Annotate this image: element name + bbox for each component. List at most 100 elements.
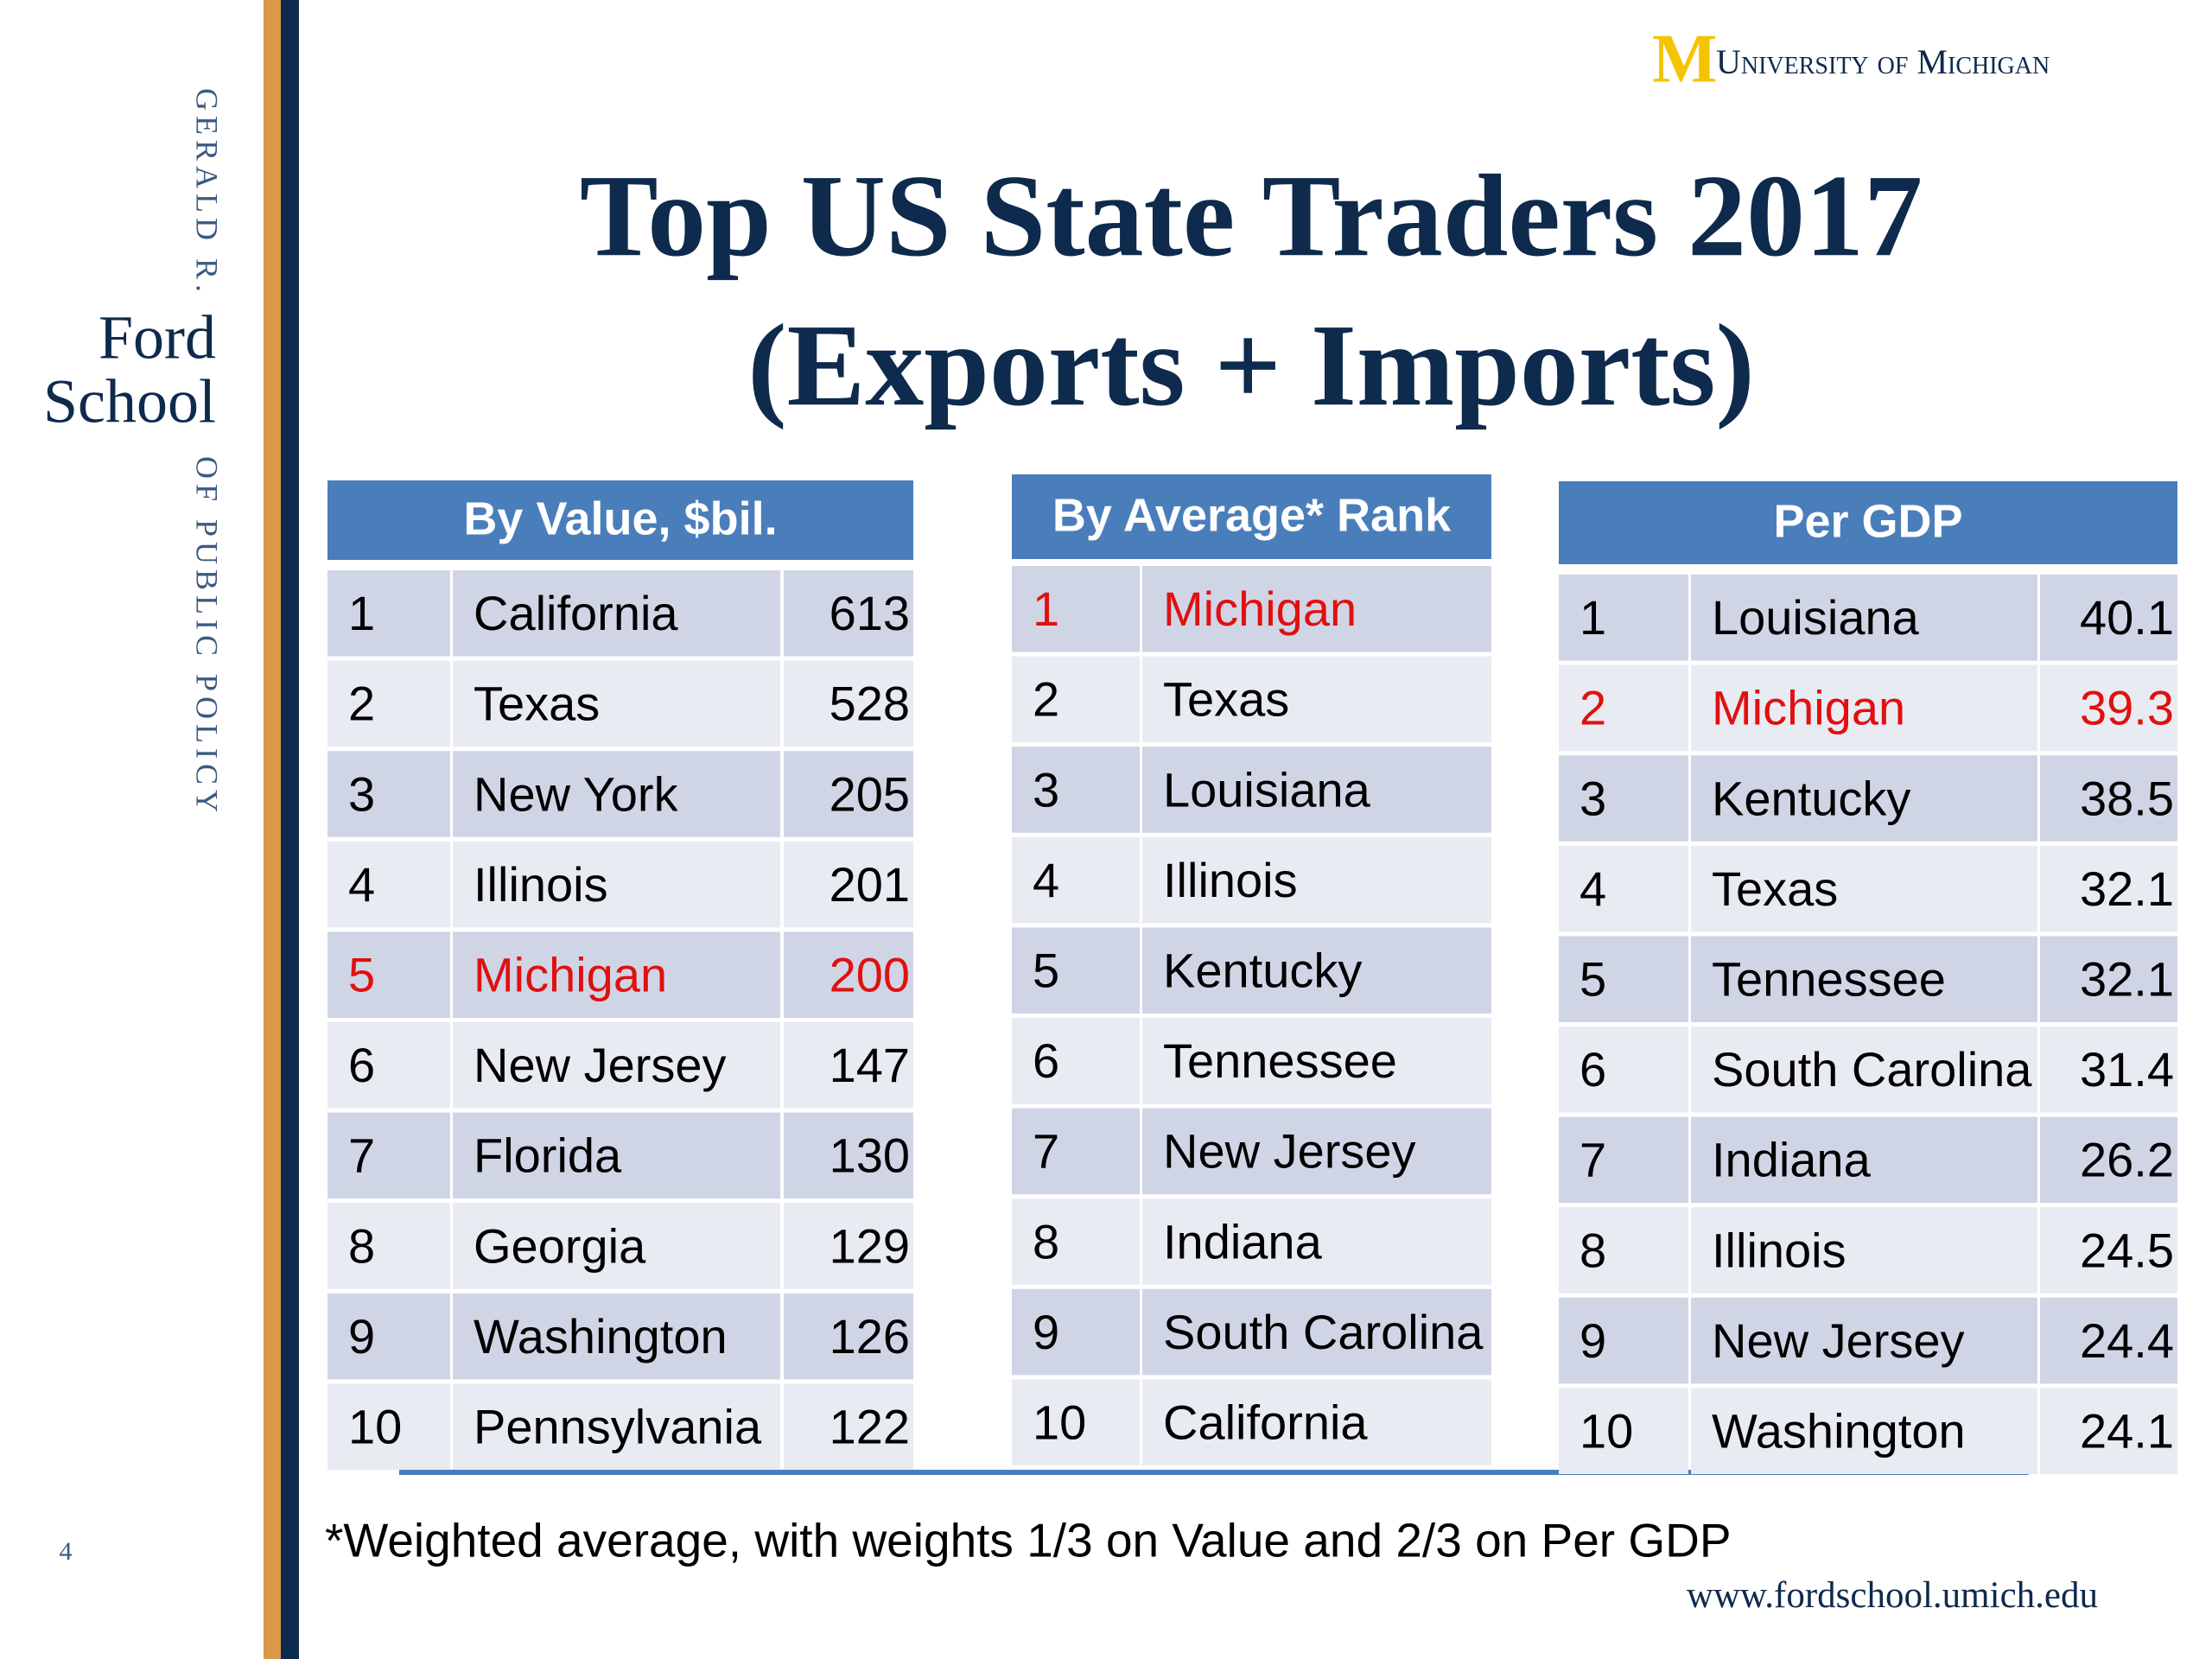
table-cell: Washington bbox=[1712, 1403, 1966, 1458]
table-cell-bg bbox=[1142, 1379, 1491, 1465]
table-cell-bg bbox=[1142, 1288, 1491, 1376]
table-cell: 8 bbox=[348, 1218, 375, 1273]
table-cell-bg bbox=[327, 1383, 450, 1470]
table-cell-bg bbox=[1559, 1388, 1688, 1474]
table-cell: Texas bbox=[1163, 672, 1289, 727]
table-cell: 528 bbox=[830, 677, 910, 731]
table-cell: 24.1 bbox=[2080, 1403, 2174, 1458]
table-cell-bg bbox=[453, 931, 780, 1018]
table-cell: 5 bbox=[1580, 951, 1606, 1006]
table-cell: Michigan bbox=[1163, 582, 1357, 636]
table-cell-bg bbox=[2040, 1207, 2177, 1294]
sidebar-top: GERALD R. bbox=[190, 88, 225, 297]
table-cell: 6 bbox=[348, 1038, 375, 1092]
table-cell: Kentucky bbox=[1163, 943, 1362, 997]
table-cell: Illinois bbox=[1163, 853, 1298, 907]
table-cell: 5 bbox=[1033, 943, 1059, 997]
table-cell: 5 bbox=[348, 947, 375, 1001]
table-cell-bg bbox=[1559, 1297, 1688, 1384]
table-cell-bg bbox=[784, 1112, 913, 1199]
table-cell-bg bbox=[1142, 566, 1491, 652]
table-cell: 130 bbox=[830, 1128, 910, 1183]
table-cell-bg bbox=[1012, 927, 1140, 1014]
table-cell: 9 bbox=[348, 1309, 375, 1363]
table-cell-bg bbox=[1559, 1027, 1688, 1113]
table-cell-bg bbox=[1559, 575, 1688, 661]
table-cell-bg bbox=[1012, 656, 1140, 743]
table-cell-bg bbox=[1691, 845, 2037, 932]
table-cell: Georgia bbox=[474, 1218, 646, 1273]
table-cell-bg bbox=[2040, 845, 2177, 932]
table-header-bg bbox=[1559, 481, 2177, 564]
table-cell-bg bbox=[1142, 1198, 1491, 1285]
table-cell-bg bbox=[327, 931, 450, 1018]
table-header: By Average* Rank bbox=[1052, 489, 1452, 541]
table-cell-bg bbox=[1691, 1388, 2037, 1474]
sidebar-name: Ford bbox=[99, 303, 216, 372]
table-cell: 24.4 bbox=[2080, 1313, 2174, 1368]
table-cell-bg bbox=[1142, 1108, 1491, 1195]
table-cell: 613 bbox=[830, 586, 910, 640]
table-cell-bg bbox=[784, 570, 913, 657]
table-cell-bg bbox=[327, 570, 450, 657]
logo-letter: M bbox=[1652, 21, 1718, 97]
table-cell: 4 bbox=[348, 857, 375, 912]
table-cell: Washington bbox=[474, 1309, 728, 1363]
table-cell-bg bbox=[453, 660, 780, 747]
table-cell: 3 bbox=[348, 766, 375, 821]
table-cell: Tennessee bbox=[1163, 1033, 1397, 1088]
table-cell-bg bbox=[327, 1203, 450, 1289]
table-cell: 31.4 bbox=[2080, 1042, 2174, 1096]
table-cell-bg bbox=[2040, 1297, 2177, 1384]
table-cell: 3 bbox=[1033, 762, 1059, 817]
table-cell-bg bbox=[453, 1383, 780, 1470]
table-cell: New Jersey bbox=[474, 1038, 727, 1092]
table-header: By Value, $bil. bbox=[463, 493, 777, 544]
table-cell-bg bbox=[1559, 845, 1688, 932]
table-cell-bg bbox=[784, 1022, 913, 1109]
table-cell: 6 bbox=[1033, 1033, 1059, 1088]
table-cell-bg bbox=[784, 1203, 913, 1289]
table-cell-bg bbox=[1012, 1018, 1140, 1104]
table-cell: 7 bbox=[348, 1128, 375, 1183]
table-cell-bg bbox=[1691, 1027, 2037, 1113]
table-cell-bg bbox=[1559, 755, 1688, 842]
table-cell: 6 bbox=[1580, 1042, 1606, 1096]
table-cell-bg bbox=[453, 751, 780, 837]
table-cell-bg bbox=[2040, 575, 2177, 661]
table-cell-bg bbox=[1012, 1379, 1140, 1465]
table-cell: Texas bbox=[474, 677, 600, 731]
table-cell: 9 bbox=[1033, 1305, 1059, 1359]
table-cell-bg bbox=[327, 751, 450, 837]
table-cell: 7 bbox=[1580, 1133, 1606, 1187]
table-cell: 24.5 bbox=[2080, 1223, 2174, 1277]
table-cell-bg bbox=[1691, 664, 2037, 752]
table-cell-bg bbox=[453, 1203, 780, 1289]
table-cell: South Carolina bbox=[1712, 1042, 2032, 1096]
table-cell-bg bbox=[784, 841, 913, 928]
table-cell: 205 bbox=[830, 766, 910, 821]
table-cell-bg bbox=[1559, 1116, 1688, 1204]
table-cell-bg bbox=[784, 1293, 913, 1380]
table-cell-bg bbox=[453, 841, 780, 928]
table-cell-bg bbox=[1691, 755, 2037, 842]
table-cell-bg bbox=[1142, 656, 1491, 743]
table-cell: 26.2 bbox=[2080, 1133, 2174, 1187]
table-cell: New York bbox=[474, 766, 679, 821]
table-cell-bg bbox=[1691, 936, 2037, 1022]
table-cell: 122 bbox=[830, 1399, 910, 1453]
table-cell-bg bbox=[1559, 664, 1688, 752]
table-cell-bg bbox=[1012, 836, 1140, 924]
table-cell: 126 bbox=[830, 1309, 910, 1363]
sidebar-bottom: OF PUBLIC POLICY bbox=[190, 456, 225, 817]
table-cell: 2 bbox=[348, 677, 375, 731]
table-cell-bg bbox=[1691, 1297, 2037, 1384]
orange-bar bbox=[264, 0, 281, 1659]
table-cell-bg bbox=[1142, 927, 1491, 1014]
table-cell-bg bbox=[784, 1383, 913, 1470]
table-cell: 1 bbox=[1033, 582, 1059, 636]
table-cell-bg bbox=[1012, 1108, 1140, 1195]
table-cell: 4 bbox=[1580, 861, 1606, 916]
table-cell: Indiana bbox=[1712, 1133, 1872, 1187]
